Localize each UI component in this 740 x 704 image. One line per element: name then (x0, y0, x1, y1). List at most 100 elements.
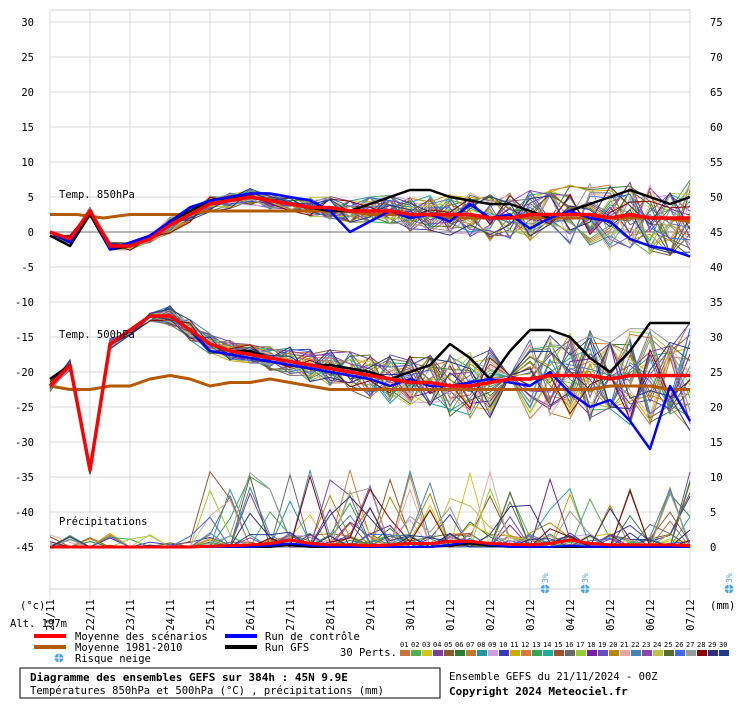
pert-swatch (488, 650, 498, 656)
label-precip: Précipitations (59, 516, 148, 528)
right-unit: (mm) (710, 600, 735, 612)
legend-gfs-label: Run GFS (265, 642, 309, 654)
right-tick-label: 20 (710, 402, 723, 414)
pert-number: 17 (576, 641, 584, 649)
pert-swatch (554, 650, 564, 656)
pert-number: 04 (433, 641, 441, 649)
left-tick-label: -35 (15, 472, 34, 484)
left-tick-label: 30 (21, 17, 34, 29)
snow-risk-label: 3% (581, 573, 590, 583)
pert-line-t500 (49, 316, 691, 470)
right-tick-label: 15 (710, 437, 723, 449)
pert-number: 23 (642, 641, 650, 649)
x-tick-label: 29/11 (365, 599, 377, 631)
left-tick-label: 5 (28, 192, 34, 204)
x-tick-label: 30/11 (405, 599, 417, 631)
snow-flake-icon (580, 584, 590, 594)
left-tick-label: 0 (28, 227, 34, 239)
right-tick-label: 65 (710, 87, 723, 99)
right-tick-label: 75 (710, 17, 723, 29)
right-tick-label: 45 (710, 227, 723, 239)
pert-number: 01 (400, 641, 408, 649)
snow-risk-label: 3% (725, 573, 734, 583)
pert-number: 30 (719, 641, 727, 649)
pert-number: 06 (455, 641, 463, 649)
x-tick-label: 26/11 (245, 599, 257, 631)
pert-number: 25 (664, 641, 672, 649)
legend-climo-label: Moyenne 1981-2010 (75, 642, 182, 654)
pert-swatch (422, 650, 432, 656)
x-tick-label: 23/11 (125, 599, 137, 631)
x-tick-label: 27/11 (285, 599, 297, 631)
pert-number: 09 (488, 641, 496, 649)
pert-line-t500 (49, 319, 691, 475)
left-tick-label: -30 (15, 437, 34, 449)
pert-swatch (444, 650, 454, 656)
precip-mean-line (50, 538, 691, 549)
pert-swatch (642, 650, 652, 656)
pert-number: 10 (499, 641, 507, 649)
pert-swatch (400, 650, 410, 656)
pert-swatch (521, 650, 531, 656)
pert-swatch (433, 650, 443, 656)
pert-swatch (466, 650, 476, 656)
pert-swatch (598, 650, 608, 656)
x-tick-label: 05/12 (605, 599, 617, 631)
left-tick-label: -15 (15, 332, 34, 344)
pert-number: 20 (609, 641, 617, 649)
pert-line-t500 (49, 316, 691, 468)
legend-mean-label: Moyenne des scénarios (75, 631, 208, 643)
x-axis: 21/11 22/11 23/11 24/11 25/11 26/11 27/11 28/11… (45, 599, 697, 631)
right-tick-label: 60 (710, 122, 723, 134)
pert-swatch (510, 650, 520, 656)
pert-number: 26 (675, 641, 683, 649)
legend-control-label: Run de contrôle (265, 631, 360, 643)
footer-copyright: Copyright 2024 Meteociel.fr (449, 685, 628, 698)
x-tick-label: 01/12 (445, 599, 457, 631)
pert-swatch (532, 650, 542, 656)
pert-swatch (587, 650, 597, 656)
right-tick-label: 70 (710, 52, 723, 64)
pert-swatch (686, 650, 696, 656)
t850-climo-line (50, 209, 691, 223)
snow-flake-icon (54, 653, 64, 663)
pert-number: 21 (620, 641, 628, 649)
pert-number: 29 (708, 641, 716, 649)
legend-snow-label: Risque neige (75, 653, 151, 665)
x-tick-label: 07/12 (685, 599, 697, 631)
x-tick-label: 28/11 (325, 599, 337, 631)
label-t850: Temp. 850hPa (59, 189, 135, 201)
pert-swatch (708, 650, 718, 656)
snow-marks: 3% 3% 3% (540, 573, 734, 594)
pert-swatch (499, 650, 509, 656)
pert-legend: 01 02 03 04 05 06 07 08 09 10 11 12 13 14 15 16 17 18 19 20… (400, 641, 729, 656)
pert-swatch (565, 650, 575, 656)
x-tick-label: 24/11 (165, 599, 177, 631)
left-tick-label: -20 (15, 367, 34, 379)
t500-mean-line (48, 314, 690, 472)
pert-swatch (411, 650, 421, 656)
x-tick-label: 22/11 (85, 599, 97, 631)
pert-line-t500 (49, 310, 691, 471)
x-tick-label: 21/11 (45, 599, 57, 631)
pert-number: 13 (532, 641, 540, 649)
pert-number: 08 (477, 641, 485, 649)
left-tick-label: 25 (21, 52, 34, 64)
left-axis: 30 25 20 15 10 5 0 -5 -10 -15 -20 -25 -30 -35 -40 -45 (15, 17, 34, 554)
right-tick-label: 10 (710, 472, 723, 484)
pert-number: 28 (697, 641, 705, 649)
pert-number: 15 (554, 641, 562, 649)
pert-swatch (653, 650, 663, 656)
pert-number: 14 (543, 641, 551, 649)
pert-number: 02 (411, 641, 419, 649)
pert-line-t500 (49, 320, 691, 472)
label-t500: Temp. 500hPa (59, 329, 135, 341)
main-series (48, 188, 692, 549)
pert-number: 03 (422, 641, 430, 649)
footer-subtitle: Températures 850hPa et 500hPa (°C) , pré… (30, 685, 384, 697)
legend-perts-label: 30 Perts. (340, 647, 397, 659)
left-tick-label: -45 (15, 542, 34, 554)
pert-swatch (631, 650, 641, 656)
